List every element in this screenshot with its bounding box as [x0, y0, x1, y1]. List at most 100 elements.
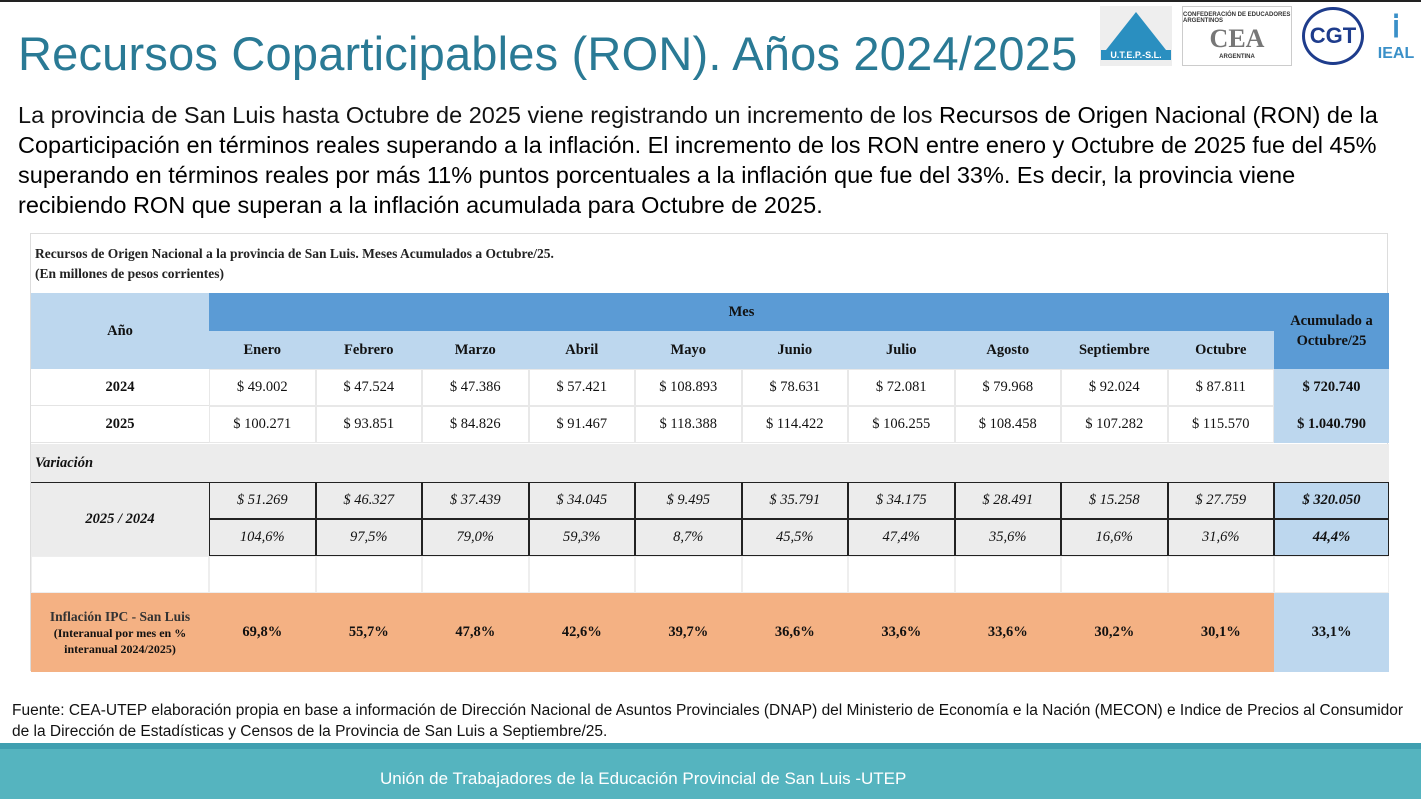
inflation-label: Inflación IPC - San Luis (Interanual por …	[31, 593, 209, 672]
empty-cell	[422, 556, 529, 593]
year-label: 2025	[31, 406, 209, 443]
month-header: Agosto	[954, 331, 1061, 369]
inflation-value: 33,6%	[848, 593, 955, 672]
year-total: $ 720.740	[1274, 369, 1389, 406]
month-value: $ 79.968	[954, 369, 1061, 406]
top-border	[0, 0, 1421, 2]
ron-table: Recursos de Origen Nacional a la provinc…	[30, 233, 1389, 672]
month-value: $ 106.255	[848, 406, 955, 443]
month-value: $ 108.458	[954, 406, 1061, 443]
month-header: Mayo	[635, 331, 742, 369]
inflation-value: 69,8%	[209, 593, 316, 672]
month-value: $ 93.851	[315, 406, 422, 443]
year-total: $ 1.040.790	[1274, 406, 1389, 443]
month-value: $ 49.002	[209, 369, 316, 406]
variation-value: $ 9.495	[635, 482, 742, 519]
empty-cell	[1167, 556, 1274, 593]
month-value: $ 84.826	[422, 406, 529, 443]
footer-band: Unión de Trabajadores de la Educación Pr…	[0, 743, 1421, 799]
variation-value: $ 28.491	[954, 482, 1061, 519]
variation-period: 2025 / 2024	[31, 482, 209, 556]
month-header: Octubre	[1167, 331, 1274, 369]
month-header: Febrero	[315, 331, 422, 369]
inflation-value: 55,7%	[315, 593, 422, 672]
inflation-value: 39,7%	[635, 593, 742, 672]
month-header: Abril	[528, 331, 635, 369]
month-value: $ 114.422	[741, 406, 848, 443]
variation-value: $ 51.269	[209, 482, 316, 519]
cea-logo: CONFEDERACIÓN DE EDUCADORES ARGENTINOS CE…	[1182, 6, 1292, 66]
empty-cell	[315, 556, 422, 593]
month-value: $ 108.893	[635, 369, 742, 406]
empty-cell	[954, 556, 1061, 593]
variation-value: 97,5%	[315, 519, 422, 556]
month-value: $ 72.081	[848, 369, 955, 406]
empty-cell	[635, 556, 742, 593]
variation-value: $ 37.439	[422, 482, 529, 519]
variation-value: 8,7%	[635, 519, 742, 556]
cgt-logo: CGT	[1302, 7, 1364, 65]
month-value: $ 57.421	[528, 369, 635, 406]
footer-text: Unión de Trabajadores de la Educación Pr…	[380, 769, 907, 788]
empty-cell	[528, 556, 635, 593]
month-value: $ 92.024	[1061, 369, 1168, 406]
table-title: Recursos de Origen Nacional a la provinc…	[35, 246, 554, 281]
month-value: $ 91.467	[528, 406, 635, 443]
total-header: Acumulado a Octubre/25	[1274, 293, 1389, 369]
variation-value: 35,6%	[954, 519, 1061, 556]
variation-value: 47,4%	[848, 519, 955, 556]
variation-value: 79,0%	[422, 519, 529, 556]
inflation-value: 30,1%	[1167, 593, 1274, 672]
variation-value: $ 46.327	[315, 482, 422, 519]
inflation-subtitle: (Interanual por mes en % interanual 2024…	[53, 625, 187, 656]
source-note: Fuente: CEA-UTEP elaboración propia en b…	[12, 702, 1404, 740]
month-header: Marzo	[422, 331, 529, 369]
month-value: $ 78.631	[741, 369, 848, 406]
intro-paragraph: La provincia de San Luis hasta Octubre d…	[18, 102, 1378, 218]
variation-total: 44,4%	[1274, 519, 1389, 556]
empty-cell	[848, 556, 955, 593]
logos: U.T.E.P.-S.L. CONFEDERACIÓN DE EDUCADORE…	[1100, 6, 1418, 66]
inflation-value: 47,8%	[422, 593, 529, 672]
empty-cell	[1061, 556, 1168, 593]
month-value: $ 115.570	[1167, 406, 1274, 443]
month-value: $ 107.282	[1061, 406, 1168, 443]
inflation-value: 42,6%	[528, 593, 635, 672]
variation-value: $ 35.791	[741, 482, 848, 519]
empty-cell	[31, 556, 209, 593]
inflation-value: 33,6%	[954, 593, 1061, 672]
month-value: $ 118.388	[635, 406, 742, 443]
empty-cell	[209, 556, 316, 593]
variation-label: Variación	[31, 444, 1389, 482]
variation-value: $ 34.045	[528, 482, 635, 519]
variation-value: 59,3%	[528, 519, 635, 556]
month-header: Septiembre	[1061, 331, 1168, 369]
month-group-header: Mes	[209, 293, 1274, 331]
variation-value: 16,6%	[1061, 519, 1168, 556]
empty-cell	[741, 556, 848, 593]
month-header: Julio	[848, 331, 955, 369]
variation-value: 31,6%	[1167, 519, 1274, 556]
year-header: Año	[31, 293, 209, 369]
ieal-logo: ⅰ IEAL	[1377, 10, 1415, 62]
variation-value: $ 15.258	[1061, 482, 1168, 519]
variation-value: $ 27.759	[1167, 482, 1274, 519]
month-value: $ 87.811	[1167, 369, 1274, 406]
inflation-title: Inflación IPC - San Luis	[49, 608, 191, 624]
inflation-total: 33,1%	[1274, 593, 1389, 672]
month-value: $ 47.524	[315, 369, 422, 406]
inflation-value: 36,6%	[741, 593, 848, 672]
variation-total: $ 320.050	[1274, 482, 1389, 519]
month-header: Junio	[741, 331, 848, 369]
utep-logo: U.T.E.P.-S.L.	[1100, 6, 1172, 66]
variation-value: 45,5%	[741, 519, 848, 556]
month-header: Enero	[209, 331, 316, 369]
inflation-value: 30,2%	[1061, 593, 1168, 672]
variation-value: $ 34.175	[848, 482, 955, 519]
variation-value: 104,6%	[209, 519, 316, 556]
page-title: Recursos Coparticipables (RON). Años 202…	[18, 27, 1078, 80]
month-value: $ 100.271	[209, 406, 316, 443]
year-label: 2024	[31, 369, 209, 406]
empty-cell	[1274, 556, 1389, 593]
month-value: $ 47.386	[422, 369, 529, 406]
